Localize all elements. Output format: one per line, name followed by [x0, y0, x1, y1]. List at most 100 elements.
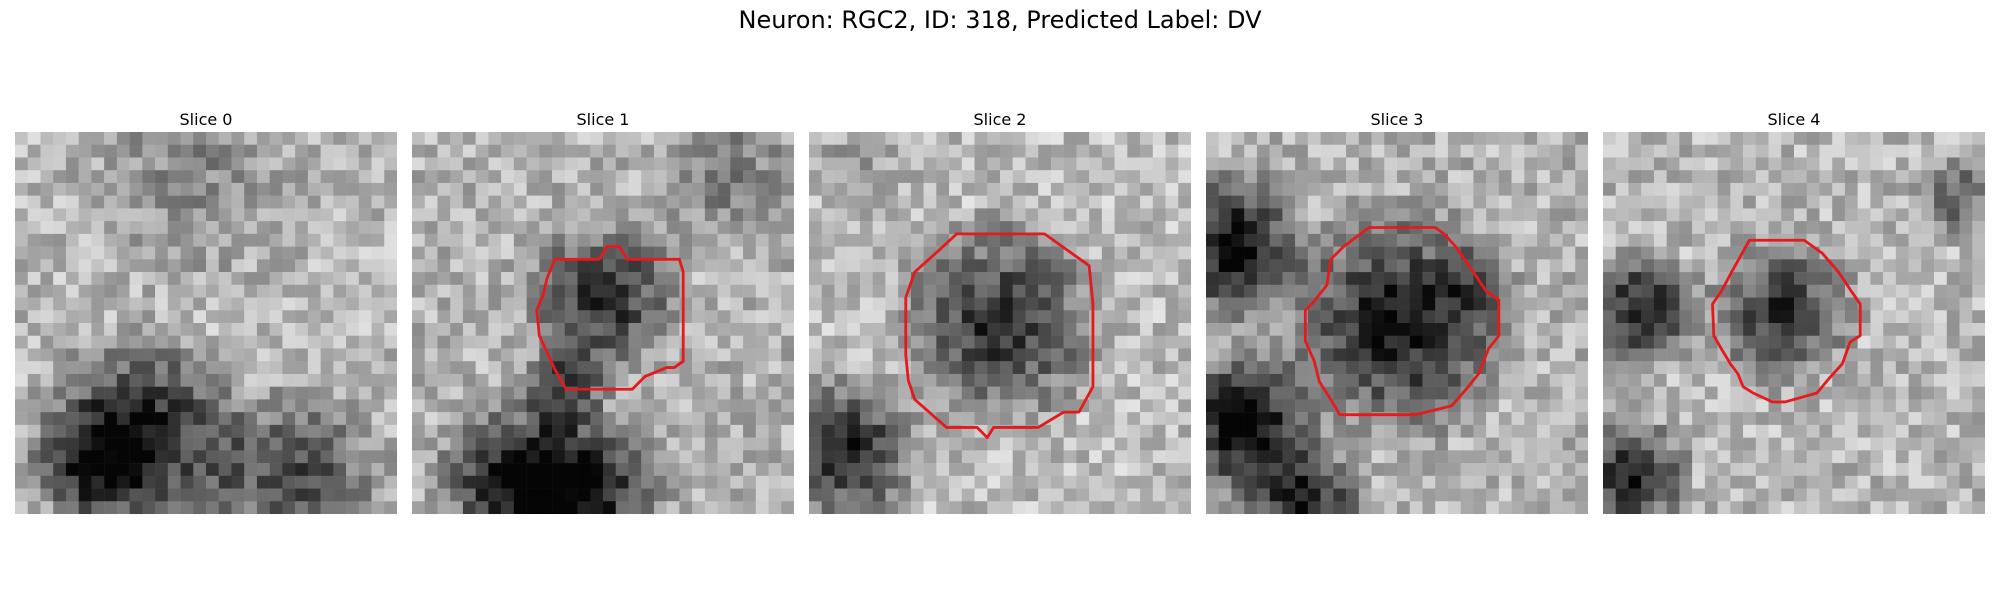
image-pixel [1832, 310, 1846, 324]
image-pixel [936, 373, 950, 387]
image-pixel [1946, 170, 1960, 184]
image-pixel [104, 259, 118, 273]
image-pixel [180, 386, 194, 400]
image-pixel [552, 284, 566, 298]
image-pixel [320, 233, 334, 247]
image-pixel [1934, 221, 1948, 235]
image-pixel [1819, 208, 1833, 222]
image-pixel [666, 259, 680, 273]
image-pixel [1269, 221, 1283, 235]
image-pixel [295, 170, 309, 184]
image-pixel [1435, 463, 1449, 477]
image-pixel [1012, 182, 1026, 196]
image-pixel [1895, 373, 1909, 387]
image-pixel [1486, 323, 1500, 336]
image-pixel [129, 233, 143, 247]
image-pixel [1717, 195, 1731, 209]
image-pixel [1371, 335, 1385, 349]
image-pixel [898, 246, 912, 260]
image-pixel [1447, 182, 1461, 196]
image-pixel [910, 501, 924, 514]
image-pixel [244, 208, 258, 222]
image-pixel [424, 170, 438, 184]
image-pixel [1038, 132, 1052, 145]
image-pixel [1114, 373, 1128, 387]
image-pixel [781, 297, 794, 311]
image-pixel [1934, 373, 1948, 387]
image-pixel [821, 144, 835, 158]
image-pixel [358, 361, 372, 375]
microscopy-image [1206, 132, 1588, 514]
image-pixel [526, 437, 540, 451]
image-pixel [1333, 335, 1347, 349]
image-pixel [628, 361, 642, 375]
image-pixel [231, 195, 245, 209]
image-pixel [180, 157, 194, 171]
image-pixel [295, 132, 309, 145]
image-pixel [1844, 424, 1858, 438]
image-pixel [1346, 157, 1360, 171]
image-pixel [1755, 412, 1769, 426]
image-pixel [1562, 488, 1576, 502]
image-pixel [526, 335, 540, 349]
image-pixel [1628, 463, 1642, 477]
image-pixel [577, 437, 591, 451]
image-pixel [1050, 195, 1064, 209]
image-pixel [1076, 246, 1090, 260]
image-pixel [1422, 233, 1436, 247]
image-pixel [821, 272, 835, 286]
image-pixel [872, 157, 886, 171]
image-pixel [1857, 233, 1871, 247]
image-pixel [1653, 335, 1667, 349]
image-pixel [1127, 437, 1141, 451]
image-pixel [1743, 373, 1757, 387]
image-pixel [1832, 335, 1846, 349]
image-pixel [142, 195, 156, 209]
image-pixel [1857, 399, 1871, 413]
image-pixel [475, 501, 489, 514]
image-pixel [1562, 284, 1576, 298]
image-pixel [1908, 284, 1922, 298]
image-pixel [1679, 208, 1693, 222]
image-pixel [1371, 208, 1385, 222]
image-pixel [1603, 144, 1616, 158]
image-pixel [40, 348, 54, 362]
image-pixel [1358, 182, 1372, 196]
image-pixel [628, 195, 642, 209]
image-pixel [1781, 310, 1795, 324]
image-pixel [692, 412, 706, 426]
image-pixel [743, 284, 757, 298]
image-pixel [384, 424, 397, 438]
image-pixel [1409, 361, 1423, 375]
image-pixel [1832, 323, 1846, 336]
image-pixel [1575, 450, 1588, 464]
image-pixel [692, 297, 706, 311]
image-pixel [333, 437, 347, 451]
image-pixel [1371, 144, 1385, 158]
image-pixel [539, 450, 553, 464]
image-pixel [1256, 182, 1270, 196]
image-pixel [180, 272, 194, 286]
image-pixel [180, 132, 194, 145]
image-pixel [1537, 246, 1551, 260]
image-pixel [1794, 182, 1807, 196]
image-pixel [1422, 463, 1436, 477]
image-pixel [666, 132, 680, 145]
image-pixel [53, 221, 67, 235]
image-pixel [256, 412, 270, 426]
image-pixel [704, 475, 718, 489]
image-pixel [1743, 463, 1757, 477]
image-pixel [923, 284, 937, 298]
image-pixel [590, 399, 604, 413]
image-pixel [1358, 144, 1372, 158]
slice-panel-3: Slice 3 [1206, 108, 1588, 514]
image-pixel [1959, 501, 1973, 514]
image-pixel [603, 208, 616, 222]
image-pixel [180, 424, 194, 438]
image-pixel [1666, 259, 1680, 273]
image-pixel [910, 335, 924, 349]
image-pixel [1231, 272, 1245, 286]
image-pixel [40, 463, 54, 477]
image-pixel [552, 437, 566, 451]
image-pixel [488, 195, 502, 209]
